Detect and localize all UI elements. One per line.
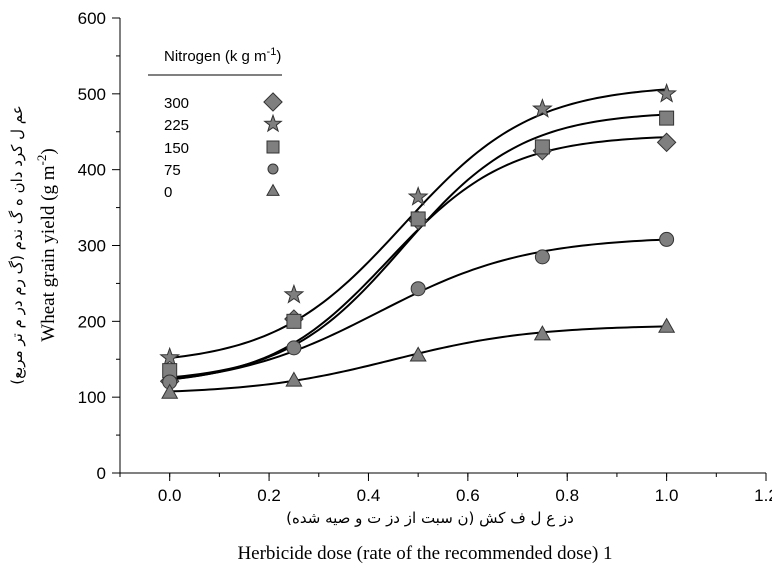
data-point-150	[410, 211, 426, 227]
y-tick-label: 500	[78, 85, 106, 104]
data-point-225	[531, 98, 553, 118]
data-point-150	[286, 313, 302, 329]
y-tick-label: 200	[78, 312, 106, 331]
legend: Nitrogen (k g m-1) 300 225 150 75 0	[148, 46, 283, 201]
data-point-0	[409, 346, 427, 362]
data-point-225	[407, 186, 429, 206]
data-point-150	[659, 110, 675, 126]
legend-title: Nitrogen (k g m-1)	[164, 46, 281, 65]
x-tick-label: 1.2	[754, 486, 772, 505]
legend-marker-150	[266, 140, 280, 154]
data-point-75	[286, 340, 302, 356]
legend-label-300: 300	[164, 95, 189, 112]
data-point-75	[534, 249, 550, 265]
x-tick-label: 1.0	[655, 486, 679, 505]
y-tick-label: 600	[78, 9, 106, 28]
data-point-75	[410, 281, 426, 297]
data-point-0	[285, 371, 303, 387]
fit-curve-225	[169, 88, 667, 359]
data-point-300	[656, 132, 677, 153]
x-tick-label: 0.4	[357, 486, 381, 505]
x-axis-title: Herbicide dose (rate of the recommended …	[237, 543, 612, 564]
data-point-0	[533, 325, 551, 341]
data-point-225	[656, 82, 678, 103]
fit-curve-150	[169, 113, 667, 379]
data-point-225	[159, 346, 181, 367]
axes: 0.0 0.2 0.4 0.6 0.8 1.0 1.2 0 100 200 300 400 500 600	[78, 9, 772, 505]
x-axis-title-persian: دز ع ل ف کش (ن سبت از دز ت و صیه شده)	[286, 509, 574, 527]
data-point-0	[161, 383, 179, 399]
legend-label-75: 75	[164, 162, 181, 179]
x-tick-label: 0.8	[555, 486, 579, 505]
y-axis-title-persian: عم ل کرد دان ه گ ندم (گ رم در م تر مربع)	[8, 105, 26, 384]
data-point-0	[658, 317, 676, 333]
legend-label-150: 150	[164, 140, 189, 157]
data-point-150	[534, 139, 550, 155]
y-tick-label: 100	[78, 388, 106, 407]
y-tick-label: 400	[78, 161, 106, 180]
y-tick-label: 0	[97, 464, 106, 483]
fit-curves	[169, 88, 667, 393]
data-point-75	[659, 231, 675, 247]
x-tick-label: 0.6	[456, 486, 480, 505]
x-tick-label: 0.0	[158, 486, 182, 505]
legend-label-0: 0	[164, 184, 172, 201]
data-points	[159, 82, 678, 399]
data-point-225	[283, 283, 305, 304]
x-tick-label: 0.2	[257, 486, 281, 505]
y-axis-title: Wheat grain yield (g m-2)	[34, 148, 59, 341]
legend-label-225: 225	[164, 117, 189, 134]
legend-marker-300	[263, 92, 283, 112]
y-tick-label: 300	[78, 237, 106, 256]
legend-marker-0	[266, 183, 280, 196]
legend-marker-75	[267, 163, 279, 175]
legend-marker-225	[263, 113, 283, 133]
